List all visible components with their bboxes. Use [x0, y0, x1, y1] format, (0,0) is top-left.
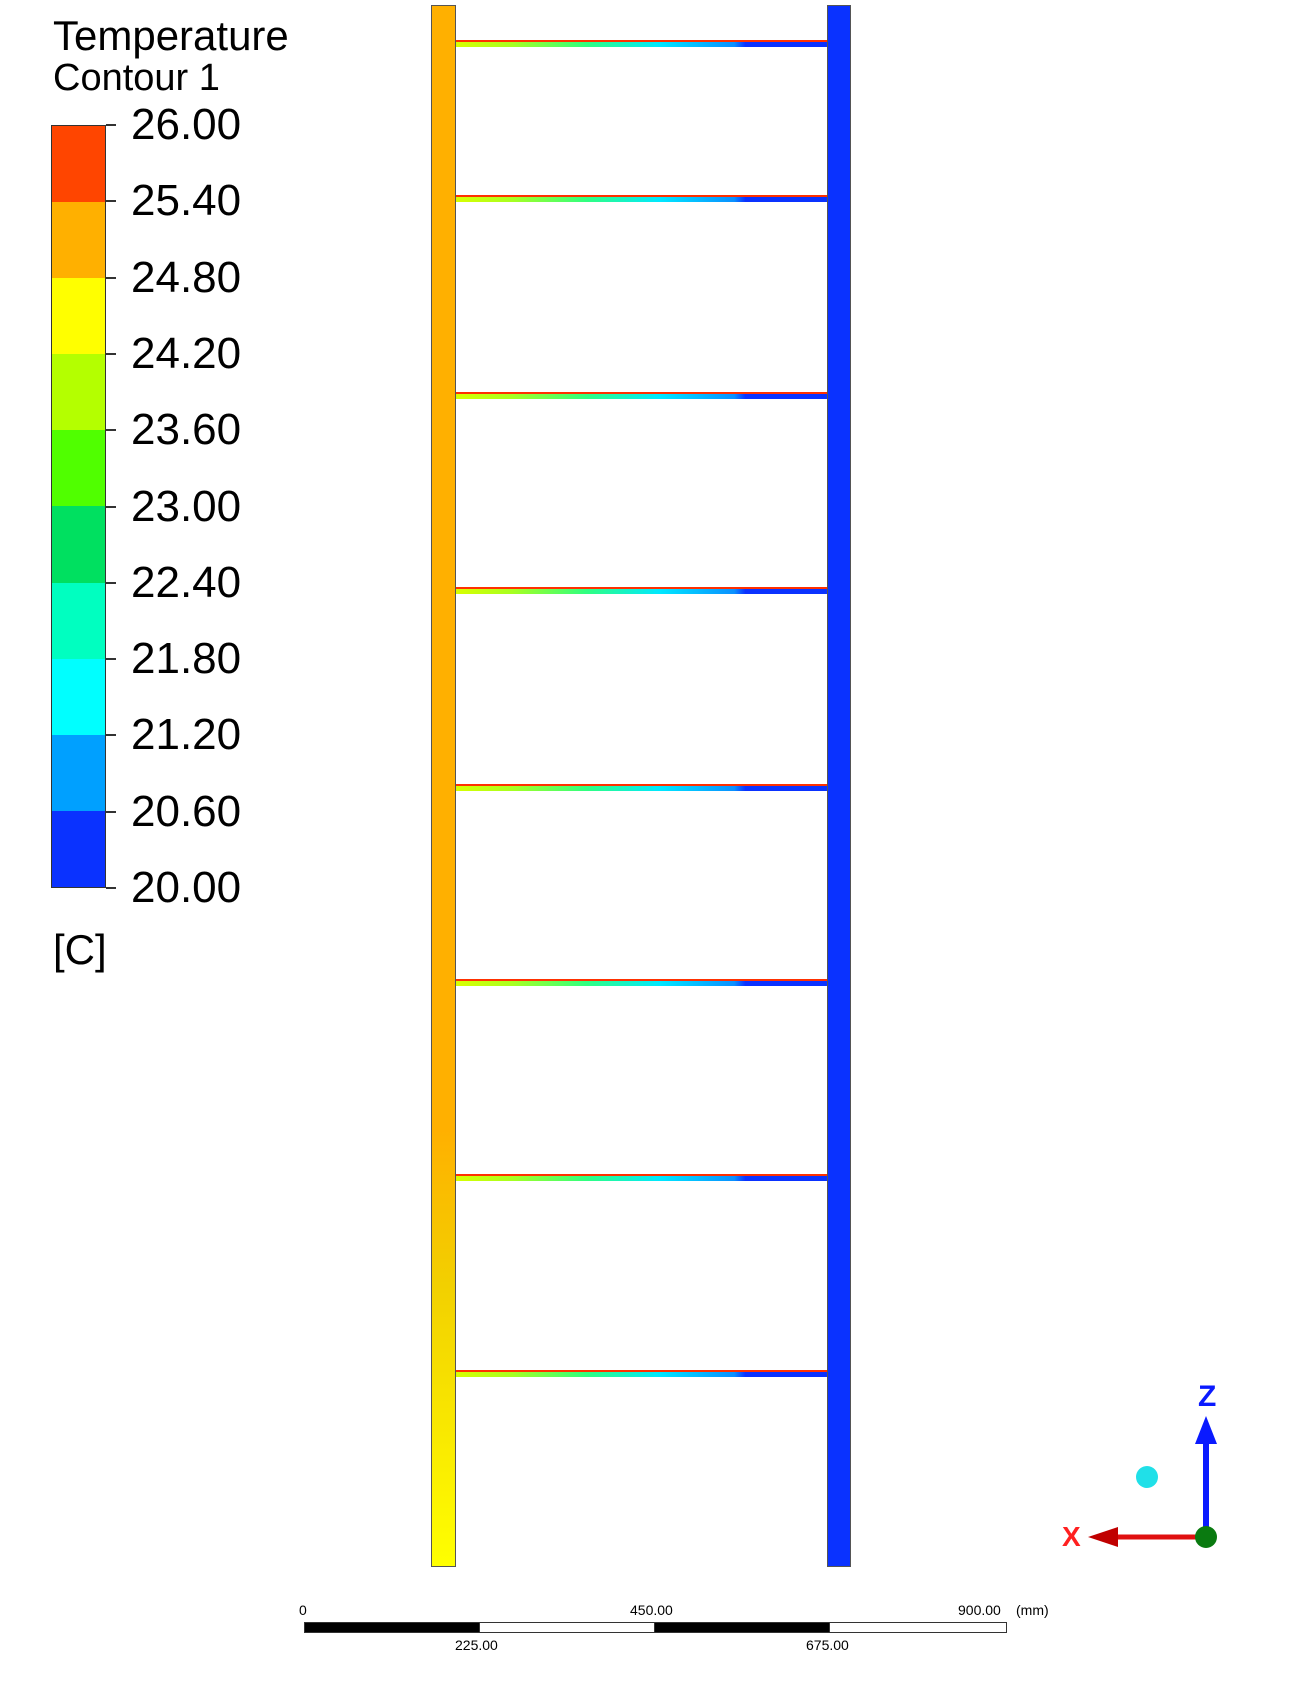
legend-tick — [106, 429, 116, 432]
legend-tick — [106, 734, 116, 737]
legend-band — [52, 658, 105, 735]
legend-tick — [106, 352, 116, 355]
legend-band — [52, 430, 105, 507]
scale-segment — [479, 1622, 655, 1633]
legend-level-label: 23.60 — [131, 405, 242, 455]
scale-label: 900.00 — [958, 1602, 1001, 1618]
legend-tick — [106, 124, 116, 126]
legend-level-label: 20.60 — [131, 786, 242, 836]
legend-level-label: 22.40 — [131, 557, 242, 607]
legend-title: Temperature — [53, 12, 289, 59]
legend-tick — [106, 276, 116, 279]
legend-band — [52, 278, 105, 355]
scale-label: 0 — [299, 1602, 307, 1618]
legend-band — [52, 126, 105, 203]
rung — [456, 587, 827, 594]
rung — [456, 392, 827, 399]
legend-band — [52, 734, 105, 811]
legend-level-label: 20.00 — [131, 863, 242, 912]
legend-band — [52, 810, 105, 887]
legend-level-label: 24.20 — [131, 328, 242, 378]
legend-band — [52, 202, 105, 279]
legend-tick — [106, 658, 116, 661]
rung — [456, 40, 827, 47]
legend-tick — [106, 200, 116, 203]
legend-subtitle: Contour 1 — [53, 57, 220, 99]
rung — [456, 979, 827, 986]
legend-tick — [106, 581, 116, 584]
rung — [456, 1174, 827, 1181]
scale-label: 450.00 — [630, 1602, 673, 1618]
scale-segment — [304, 1622, 480, 1633]
cold-column — [827, 5, 851, 1567]
legend-level-label: 23.00 — [131, 481, 242, 531]
color-legend-bar — [51, 125, 106, 888]
legend-tick — [106, 505, 116, 508]
legend-unit: [C] — [53, 926, 107, 973]
scale-unit: (mm) — [1016, 1602, 1049, 1618]
rung — [456, 195, 827, 202]
legend-band — [52, 506, 105, 583]
scale-segment — [829, 1622, 1007, 1633]
legend-level-label: 21.20 — [131, 710, 242, 760]
legend-band — [52, 582, 105, 659]
scale-segment — [654, 1622, 830, 1633]
z-axis-label: Z — [1198, 1380, 1217, 1413]
legend-level-label: 26.00 — [131, 100, 242, 149]
legend-tick — [106, 887, 116, 889]
rung — [456, 784, 827, 791]
legend-band — [52, 354, 105, 431]
scale-label: 675.00 — [806, 1637, 849, 1653]
rung — [456, 1370, 827, 1377]
hot-column — [431, 5, 456, 1567]
legend-level-label: 25.40 — [131, 176, 242, 226]
legend-tick — [106, 810, 116, 813]
legend-level-label: 24.80 — [131, 252, 242, 302]
axis-triad-icon — [1088, 1416, 1217, 1548]
legend-level-label: 21.80 — [131, 634, 242, 684]
x-axis-label: X — [1062, 1521, 1081, 1552]
scale-label: 225.00 — [455, 1637, 498, 1653]
